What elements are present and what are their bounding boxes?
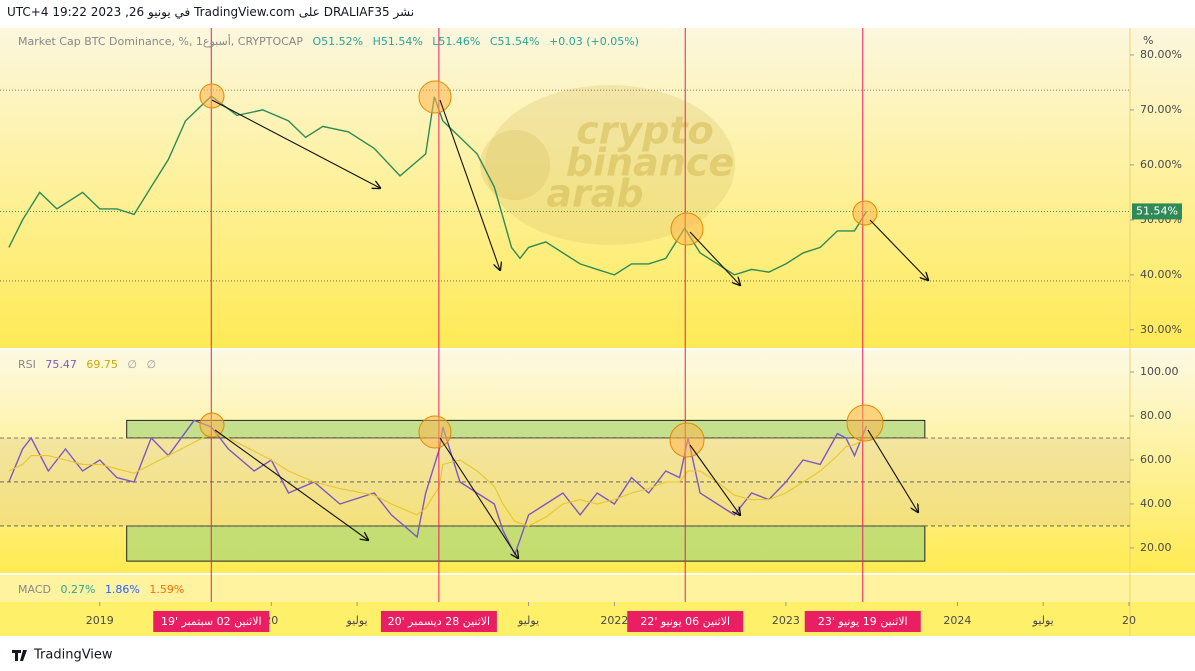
y-tick-label: 100.00 [1140,365,1179,378]
watermark-text: arab [546,172,643,216]
y-tick-label: 40.00 [1140,497,1172,510]
marker-box [804,611,921,632]
x-tick-label: 2024 [943,614,971,627]
macd-readout: 1.86% [105,583,140,596]
x-tick-label: يوليو [346,614,368,627]
x-tick-label: 2023 [772,614,800,627]
x-tick-label: 2019 [86,614,114,627]
marks: 30.00%40.00%50.00%60.00%70.00%80.00%51.5… [0,28,1182,632]
x-tick-label: يوليو [517,614,539,627]
header: نشر DRALIAF35 على TradingView.com في يون… [7,5,415,19]
rsi-readout: 75.47 [45,358,77,371]
watermark-bg [485,85,735,245]
highlight-circle [846,404,884,442]
macd-legend: MACD 0.27% 1.86% 1.59% [18,583,184,596]
arrow [689,444,740,515]
marker-label: الاثنين 06 يونيو '22 [640,615,730,628]
y-tick-label: 40.00% [1140,268,1182,281]
rsi-readout: ∅ [127,358,137,371]
legend-low: L51.46% [432,35,480,48]
watermark-text: binance [566,141,734,185]
y-tick-label: 60.00% [1140,158,1182,171]
legend-open: O51.52% [312,35,363,48]
macd-readout: 0.27% [60,583,95,596]
marker-box [380,611,497,632]
highlight-circle [669,422,705,458]
arrow [439,99,500,270]
y-tick-label: 60.00 [1140,453,1172,466]
arrow [689,231,740,285]
watermark-coin [480,130,550,200]
y-tick-label: 20.00 [1140,541,1172,554]
x-tick-label: يوليو [1032,614,1054,627]
marker-label: الاثنين 02 سبتمبر '19 [161,615,262,628]
y-tick-label: 30.00% [1140,323,1182,336]
x-tick-label: 2022 [600,614,628,627]
legend-change: +0.03 (+0.05%) [549,35,639,48]
arrow [869,219,928,280]
unit-label: % [1143,34,1153,47]
price-panel [0,28,1195,348]
last-price-label: 51.54% [1136,204,1178,217]
watermark-text: crypto [576,109,714,153]
y-tick-label: 80.00 [1140,409,1172,422]
macd-title: MACD [18,583,51,596]
arrows [211,99,928,558]
highlight-circle [199,412,225,438]
macd-readout: 1.59% [149,583,184,596]
marker-label: الاثنين 28 ديسمبر '20 [388,615,490,628]
legend-high: H51.54% [373,35,423,48]
highlights [199,80,884,458]
rsi-legend: RSI 75.47 69.75 ∅ ∅ [18,358,156,371]
rsi-readout: ∅ [146,358,156,371]
arrow [867,429,918,512]
y-tick-label: 70.00% [1140,103,1182,116]
highlight-circle [418,415,452,449]
marker-box [627,611,744,632]
rsi-title: RSI [18,358,36,371]
x-tick-label: 20 [1122,614,1136,627]
series-line [8,95,868,276]
arrow [214,429,368,540]
marker-box [153,611,270,632]
rsi-readout: 69.75 [86,358,118,371]
y-tick-label: 80.00% [1140,48,1182,61]
zone [126,419,926,439]
legend-symbol: Market Cap BTC Dominance, %, 1أسبوع, CRY… [18,34,303,48]
logo [12,650,27,661]
footer [0,636,1195,671]
price-legend: Market Cap BTC Dominance, %, 1أسبوع, CRY… [18,34,639,48]
legend-close: C51.54% [490,35,540,48]
footer-brand: TradingView [33,648,113,663]
highlight-circle [199,83,225,109]
macd-panel [0,575,1195,602]
last-price-box [1132,203,1182,220]
highlight-circle [852,200,878,226]
arrow [211,99,380,188]
marker-label: الاثنين 19 يونيو '23 [818,615,908,628]
series-line [8,433,867,527]
zone [126,525,926,562]
arrow [439,437,518,558]
highlight-circle [418,80,452,114]
